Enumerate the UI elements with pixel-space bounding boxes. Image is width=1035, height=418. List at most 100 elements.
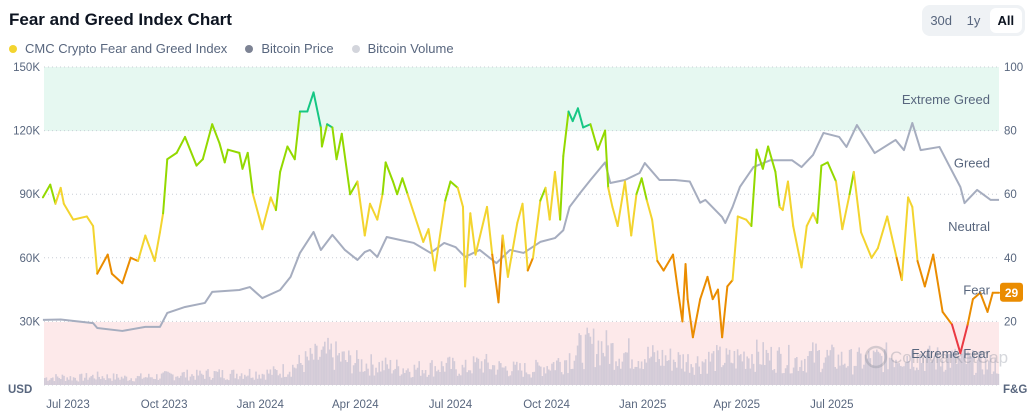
fear-greed-segment [531, 199, 542, 259]
volume-bar [272, 366, 275, 385]
volume-bar [767, 352, 769, 385]
volume-bar [860, 353, 862, 385]
legend-item-bitcoin-volume[interactable]: Bitcoin Volume [351, 41, 454, 56]
volume-bar [404, 372, 406, 385]
fear-greed-segment [656, 259, 665, 272]
volume-bar [338, 353, 340, 385]
volume-bar [255, 371, 257, 385]
volume-bar [349, 355, 352, 385]
volume-bar [263, 374, 265, 385]
zone-label: Extreme Greed [902, 92, 990, 107]
fear-greed-segment [548, 170, 556, 221]
volume-bar [229, 373, 232, 385]
volume-bar [660, 365, 662, 385]
volume-bar [455, 369, 457, 385]
volume-bar [962, 349, 964, 385]
volume-bar [439, 371, 441, 385]
fear-greed-segment [672, 253, 680, 294]
volume-bar [485, 353, 488, 385]
legend-dot-icon [351, 44, 360, 53]
x-axis-tick: Apr 2024 [332, 399, 379, 411]
volume-bar [754, 371, 756, 385]
fear-greed-segment [461, 205, 467, 288]
volume-bar [253, 379, 256, 385]
volume-bar [762, 342, 764, 385]
chart-legend: CMC Crypto Fear and Greed Index Bitcoin … [9, 41, 454, 56]
volume-bar [580, 335, 582, 385]
volume-bar [898, 363, 900, 385]
range-all-button[interactable]: All [989, 8, 1022, 33]
fear-greed-segment [526, 256, 534, 272]
volume-bar [592, 328, 595, 385]
volume-bar [56, 376, 59, 385]
volume-bar [916, 367, 918, 385]
volume-bar [748, 358, 750, 385]
fear-greed-segment [755, 148, 764, 170]
fear-greed-segment [54, 186, 62, 205]
volume-bar [100, 379, 102, 385]
fear-greed-segment [816, 164, 823, 224]
fear-greed-segment [449, 180, 459, 189]
range-1y-button[interactable]: 1y [966, 13, 981, 28]
fear-greed-segment [852, 170, 863, 234]
fear-greed-segment [826, 161, 838, 183]
right-axis-tick: 100 [1004, 62, 1023, 74]
volume-bar [735, 368, 737, 385]
volume-bar [973, 375, 976, 385]
volume-bar [733, 350, 736, 385]
volume-bar [928, 345, 931, 385]
volume-bar [880, 355, 883, 385]
volume-bar [157, 379, 160, 385]
volume-bar [357, 358, 360, 385]
volume-bar [642, 369, 644, 385]
volume-bar [652, 345, 654, 385]
legend-item-bitcoin-price[interactable]: Bitcoin Price [245, 41, 334, 56]
fear-greed-segment [589, 123, 599, 151]
fear-greed-segment [474, 205, 489, 256]
volume-bar [685, 362, 688, 385]
volume-bar [983, 374, 985, 385]
volume-bar [714, 370, 716, 385]
volume-bar [456, 375, 459, 385]
volume-bar [658, 359, 660, 385]
volume-bar [500, 363, 502, 385]
fear-greed-segment [691, 298, 702, 339]
volume-bar [636, 366, 638, 385]
volume-bar [736, 349, 739, 385]
volume-bar [378, 362, 380, 385]
range-30d-button[interactable]: 30d [930, 13, 953, 28]
volume-bar [237, 379, 240, 385]
fear-greed-segment [544, 186, 551, 221]
fear-greed-segment [184, 135, 198, 167]
volume-bar [904, 362, 907, 385]
volume-bar [893, 367, 896, 385]
volume-bar [397, 366, 400, 385]
volume-bar [677, 352, 680, 385]
volume-bar [292, 364, 294, 385]
volume-bar [848, 349, 851, 385]
volume-bar [892, 359, 894, 385]
fear-greed-segment [129, 256, 140, 262]
fear-greed-segment [286, 145, 296, 161]
volume-bar [712, 351, 715, 385]
volume-bar [520, 370, 523, 385]
volume-bar [648, 358, 651, 385]
volume-bar [344, 360, 347, 385]
fear-greed-segment [916, 259, 926, 288]
volume-bar [749, 368, 752, 385]
legend-dot-icon [9, 44, 17, 53]
volume-bar [106, 374, 108, 385]
fear-greed-segment [241, 151, 249, 170]
volume-bar [576, 345, 579, 385]
volume-bar [53, 381, 56, 385]
volume-bar [584, 334, 587, 385]
fear-greed-segment [391, 180, 399, 196]
volume-bar [869, 358, 872, 385]
volume-bar [471, 373, 473, 385]
fear-greed-segment [792, 225, 803, 269]
legend-item-fear-greed[interactable]: CMC Crypto Fear and Greed Index [9, 41, 227, 56]
volume-bar [911, 350, 913, 385]
volume-bar [359, 371, 361, 385]
volume-bar [336, 355, 339, 385]
volume-bar [533, 371, 536, 385]
